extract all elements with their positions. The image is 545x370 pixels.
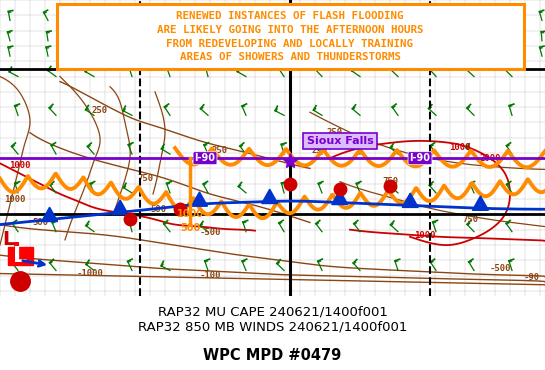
Text: RENEWED INSTANCES OF FLASH FLOODING
ARE LIKELY GOING INTO THE AFTERNOON HOURS
FR: RENEWED INSTANCES OF FLASH FLOODING ARE … xyxy=(157,11,423,62)
Text: Sioux Falls: Sioux Falls xyxy=(307,136,373,146)
Text: -1000: -1000 xyxy=(76,269,104,278)
Polygon shape xyxy=(402,193,418,208)
Text: 500: 500 xyxy=(180,222,200,232)
Text: 500: 500 xyxy=(150,205,166,214)
Text: 750: 750 xyxy=(137,174,153,183)
Text: -100: -100 xyxy=(199,271,221,280)
FancyBboxPatch shape xyxy=(57,4,524,70)
Text: 1000: 1000 xyxy=(4,195,26,204)
Text: 1000: 1000 xyxy=(9,161,31,170)
Text: L: L xyxy=(13,246,27,266)
Text: 1000: 1000 xyxy=(177,209,203,219)
Text: L: L xyxy=(12,241,28,265)
Text: 250: 250 xyxy=(212,145,228,155)
Text: RAP32 MU CAPE 240621/1400f001
RAP32 850 MB WINDS 240621/1400f001: RAP32 MU CAPE 240621/1400f001 RAP32 850 … xyxy=(138,306,407,334)
Text: 250: 250 xyxy=(92,106,108,115)
Text: 500: 500 xyxy=(32,218,48,227)
Text: 1000: 1000 xyxy=(449,144,471,152)
Text: 750: 750 xyxy=(382,177,398,186)
Text: 250: 250 xyxy=(312,145,328,155)
Polygon shape xyxy=(191,192,208,206)
Text: -500: -500 xyxy=(489,264,511,273)
Polygon shape xyxy=(262,189,278,204)
Text: -500: -500 xyxy=(199,228,221,237)
Text: 1000: 1000 xyxy=(414,231,436,240)
Text: 750: 750 xyxy=(462,215,478,224)
Text: 2000: 2000 xyxy=(479,154,501,163)
Polygon shape xyxy=(41,207,58,222)
Polygon shape xyxy=(473,196,488,210)
Text: L: L xyxy=(2,231,14,249)
Text: I-90: I-90 xyxy=(195,153,215,163)
Text: -90: -90 xyxy=(524,273,540,282)
Text: I-90: I-90 xyxy=(409,153,431,163)
Polygon shape xyxy=(112,200,128,214)
Text: WPC MPD #0479: WPC MPD #0479 xyxy=(203,348,342,363)
Bar xyxy=(8,247,33,265)
Text: 250: 250 xyxy=(327,128,343,137)
Polygon shape xyxy=(332,190,348,205)
